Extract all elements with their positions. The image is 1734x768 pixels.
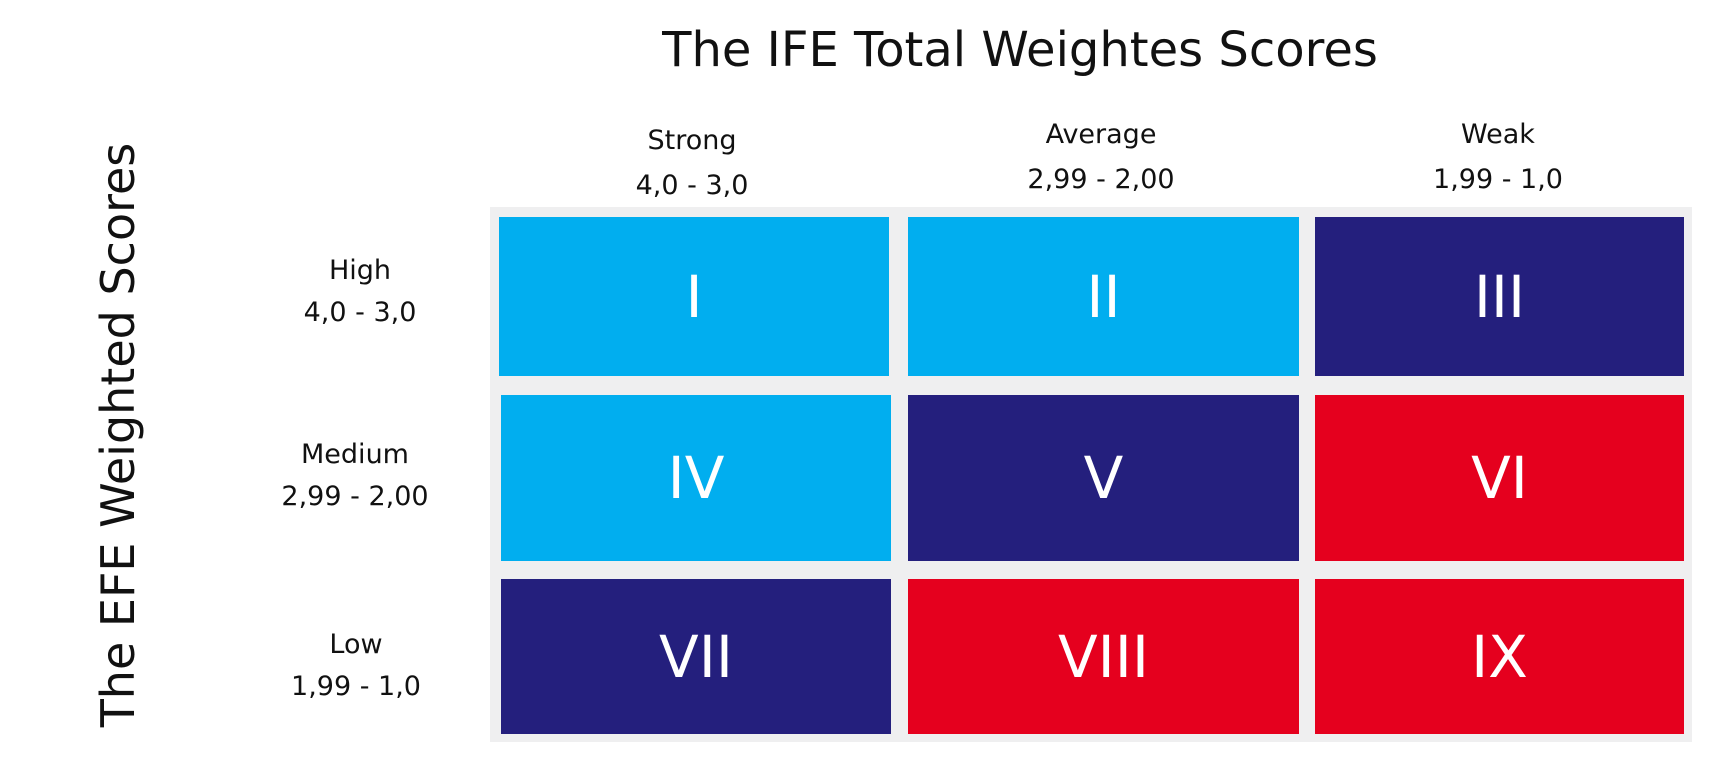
row-header-range: 2,99 - 2,00: [281, 481, 429, 512]
column-header-range: 4,0 - 3,0: [635, 170, 749, 201]
matrix-cell-iv: IV: [501, 395, 891, 561]
matrix-cell-ix: IX: [1315, 579, 1684, 734]
row-header-range: 4,0 - 3,0: [303, 297, 417, 328]
matrix-cell-v: V: [908, 395, 1299, 561]
column-header-range: 1,99 - 1,0: [1433, 164, 1563, 195]
row-header-medium: Medium 2,99 - 2,00: [255, 434, 455, 518]
column-header-label: Weak: [1461, 119, 1535, 150]
column-header-weak: Weak 1,99 - 1,0: [1333, 112, 1663, 202]
matrix-cell-vii: VII: [501, 579, 891, 734]
cell-label: V: [1083, 444, 1124, 512]
matrix-cell-i: I: [499, 217, 889, 376]
matrix-cell-viii: VIII: [908, 579, 1299, 734]
column-header-label: Strong: [647, 125, 737, 156]
matrix-cell-ii: II: [908, 217, 1299, 376]
column-header-strong: Strong 4,0 - 3,0: [527, 118, 857, 208]
matrix-cell-iii: III: [1315, 217, 1684, 376]
y-axis-title: The EFE Weighted Scores: [91, 142, 145, 728]
row-header-label: High: [328, 255, 392, 286]
row-header-range: 1,99 - 1,0: [291, 671, 421, 702]
column-header-range: 2,99 - 2,00: [1027, 164, 1175, 195]
row-header-label: Low: [329, 629, 383, 660]
chart-title: The IFE Total Weightes Scores: [662, 22, 1378, 78]
cell-label: VIII: [1058, 622, 1149, 691]
row-header-high: High 4,0 - 3,0: [260, 250, 460, 334]
cell-label: I: [685, 262, 703, 331]
cell-label: VII: [659, 622, 733, 691]
cell-label: II: [1086, 262, 1121, 331]
cell-label: IV: [667, 444, 725, 512]
cell-label: IX: [1471, 622, 1528, 691]
column-header-average: Average 2,99 - 2,00: [936, 112, 1266, 202]
row-header-label: Medium: [301, 439, 409, 470]
column-header-label: Average: [1045, 119, 1157, 150]
row-header-low: Low 1,99 - 1,0: [256, 624, 456, 708]
cell-label: VI: [1471, 444, 1528, 512]
matrix-cell-vi: VI: [1315, 395, 1684, 561]
cell-label: III: [1473, 262, 1526, 331]
